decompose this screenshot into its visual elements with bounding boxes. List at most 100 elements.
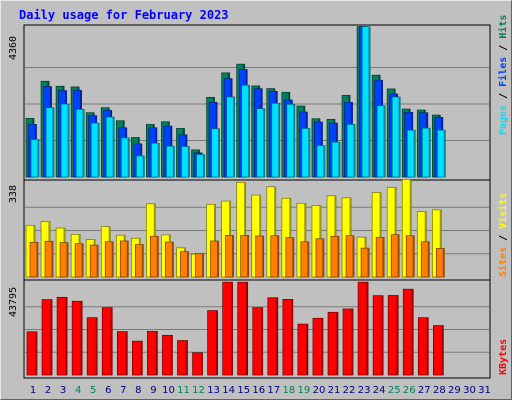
sites-bar-day-25 — [390, 234, 400, 278]
kbytes-bar-day-28 — [433, 325, 444, 376]
day-label-10: 10 — [162, 385, 175, 396]
sites-bar-day-12 — [195, 252, 204, 278]
day-label-18: 18 — [282, 385, 295, 396]
kbytes-bar-day-13 — [207, 310, 218, 376]
day-label-17: 17 — [267, 385, 280, 396]
legend-kbytes: KBytes — [498, 339, 509, 375]
kbytes-bar-day-21 — [327, 311, 339, 376]
day-label-25: 25 — [388, 385, 401, 396]
kbytes-bar-day-23 — [357, 281, 369, 376]
bottom-panel: 43795 KBytes — [8, 279, 509, 379]
top-panel: 4360 Pages / Files / Hits — [8, 15, 509, 181]
pages-bar-day-12 — [196, 154, 205, 178]
sites-bar-day-6 — [104, 241, 114, 278]
sites-bar-day-3 — [59, 242, 69, 278]
pages-bar-day-8 — [136, 155, 145, 178]
day-label-1: 1 — [30, 385, 36, 396]
pages-bar-day-13 — [211, 128, 220, 178]
day-label-3: 3 — [60, 385, 66, 396]
day-label-16: 16 — [252, 385, 265, 396]
sites-bar-day-11 — [180, 251, 189, 278]
day-label-15: 15 — [237, 385, 250, 396]
day-label-30: 30 — [463, 385, 476, 396]
pages-bar-day-25 — [391, 96, 401, 178]
sites-bar-day-7 — [119, 240, 129, 278]
sites-bar-day-28 — [436, 248, 445, 278]
legend-pages: Pages — [498, 105, 509, 135]
day-label-31: 31 — [478, 385, 491, 396]
pages-bar-day-5 — [90, 122, 100, 178]
sites-bar-day-1 — [29, 241, 39, 278]
kbytes-bar-day-14 — [222, 281, 233, 376]
sites-bar-day-9 — [150, 235, 159, 278]
sites-bar-day-20 — [315, 238, 325, 278]
kbytes-bar-day-17 — [267, 297, 279, 376]
sites-bar-day-2 — [44, 240, 54, 278]
day-label-4: 4 — [75, 385, 81, 396]
pages-bar-day-9 — [151, 142, 160, 178]
day-label-2: 2 — [45, 385, 51, 396]
day-label-19: 19 — [298, 385, 311, 396]
kbytes-bar-day-10 — [162, 334, 173, 376]
middle-panel: 338 Sites / Visits — [8, 179, 509, 281]
kbytes-bar-day-6 — [101, 307, 113, 376]
day-label-6: 6 — [105, 385, 111, 396]
legend-visits: Visits — [497, 193, 509, 229]
kbytes-bar-day-19 — [297, 323, 309, 376]
sites-bar-day-22 — [345, 235, 355, 278]
pages-bar-day-4 — [75, 109, 85, 178]
legend-files: Files — [497, 57, 509, 87]
pages-bar-day-23 — [361, 26, 371, 178]
day-label-27: 27 — [418, 385, 431, 396]
kbytes-bar-day-25 — [387, 295, 399, 376]
pages-bar-day-20 — [316, 145, 326, 178]
kbytes-bar-day-1 — [26, 331, 38, 376]
kbytes-bar-day-20 — [312, 317, 324, 376]
day-label-29: 29 — [448, 385, 461, 396]
kbytes-bar-day-22 — [342, 308, 354, 376]
top-panel-legend: Pages / Files / Hits — [497, 15, 509, 135]
pages-bar-day-15 — [241, 84, 251, 178]
sites-bar-day-19 — [300, 241, 310, 278]
day-label-24: 24 — [373, 385, 386, 396]
bottom-panel-legend: KBytes — [498, 339, 509, 375]
day-label-9: 9 — [150, 385, 156, 396]
kbytes-bar-day-5 — [86, 317, 98, 376]
kbytes-bar-day-11 — [177, 340, 188, 376]
day-label-11: 11 — [177, 385, 190, 396]
chart-title: Daily usage for February 2023 — [19, 8, 229, 22]
pages-bar-day-6 — [105, 116, 115, 178]
day-label-12: 12 — [192, 385, 205, 396]
kbytes-bar-day-2 — [41, 299, 53, 376]
kbytes-bar-day-8 — [132, 340, 143, 376]
sites-bar-day-4 — [74, 243, 84, 278]
legend-hits: Hits — [497, 15, 509, 39]
pages-bar-day-7 — [120, 137, 130, 178]
day-label-5: 5 — [90, 385, 96, 396]
day-label-22: 22 — [343, 385, 356, 396]
legend-sites: Sites — [497, 247, 509, 277]
pages-bar-day-27 — [421, 127, 431, 178]
sites-bar-day-16 — [255, 235, 265, 278]
kbytes-bar-day-18 — [282, 299, 294, 376]
middle-panel-legend: Sites / Visits — [497, 193, 509, 277]
kbytes-bar-day-16 — [252, 307, 264, 376]
day-label-21: 21 — [328, 385, 341, 396]
pages-bar-day-21 — [331, 141, 341, 178]
pages-bar-day-19 — [301, 128, 311, 178]
day-axis-labels: 1 2 3 4 5 6 7 8 9 10 11 12 13 14 15 16 17 18 19 20 21 22 23 24 2… — [30, 385, 491, 396]
day-label-13: 13 — [207, 385, 220, 396]
kbytes-bar-day-27 — [417, 317, 429, 376]
sites-bar-day-23 — [360, 247, 370, 278]
kbytes-bar-day-15 — [237, 281, 249, 376]
kbytes-bar-day-26 — [402, 288, 414, 376]
sites-bar-day-8 — [135, 244, 144, 278]
day-label-7: 7 — [120, 385, 126, 396]
pages-bar-day-10 — [166, 145, 175, 178]
sites-bar-day-13 — [210, 240, 219, 278]
sites-bar-day-18 — [285, 237, 295, 278]
pages-bar-day-11 — [181, 146, 190, 178]
day-label-20: 20 — [313, 385, 326, 396]
pages-bar-day-16 — [256, 108, 266, 178]
